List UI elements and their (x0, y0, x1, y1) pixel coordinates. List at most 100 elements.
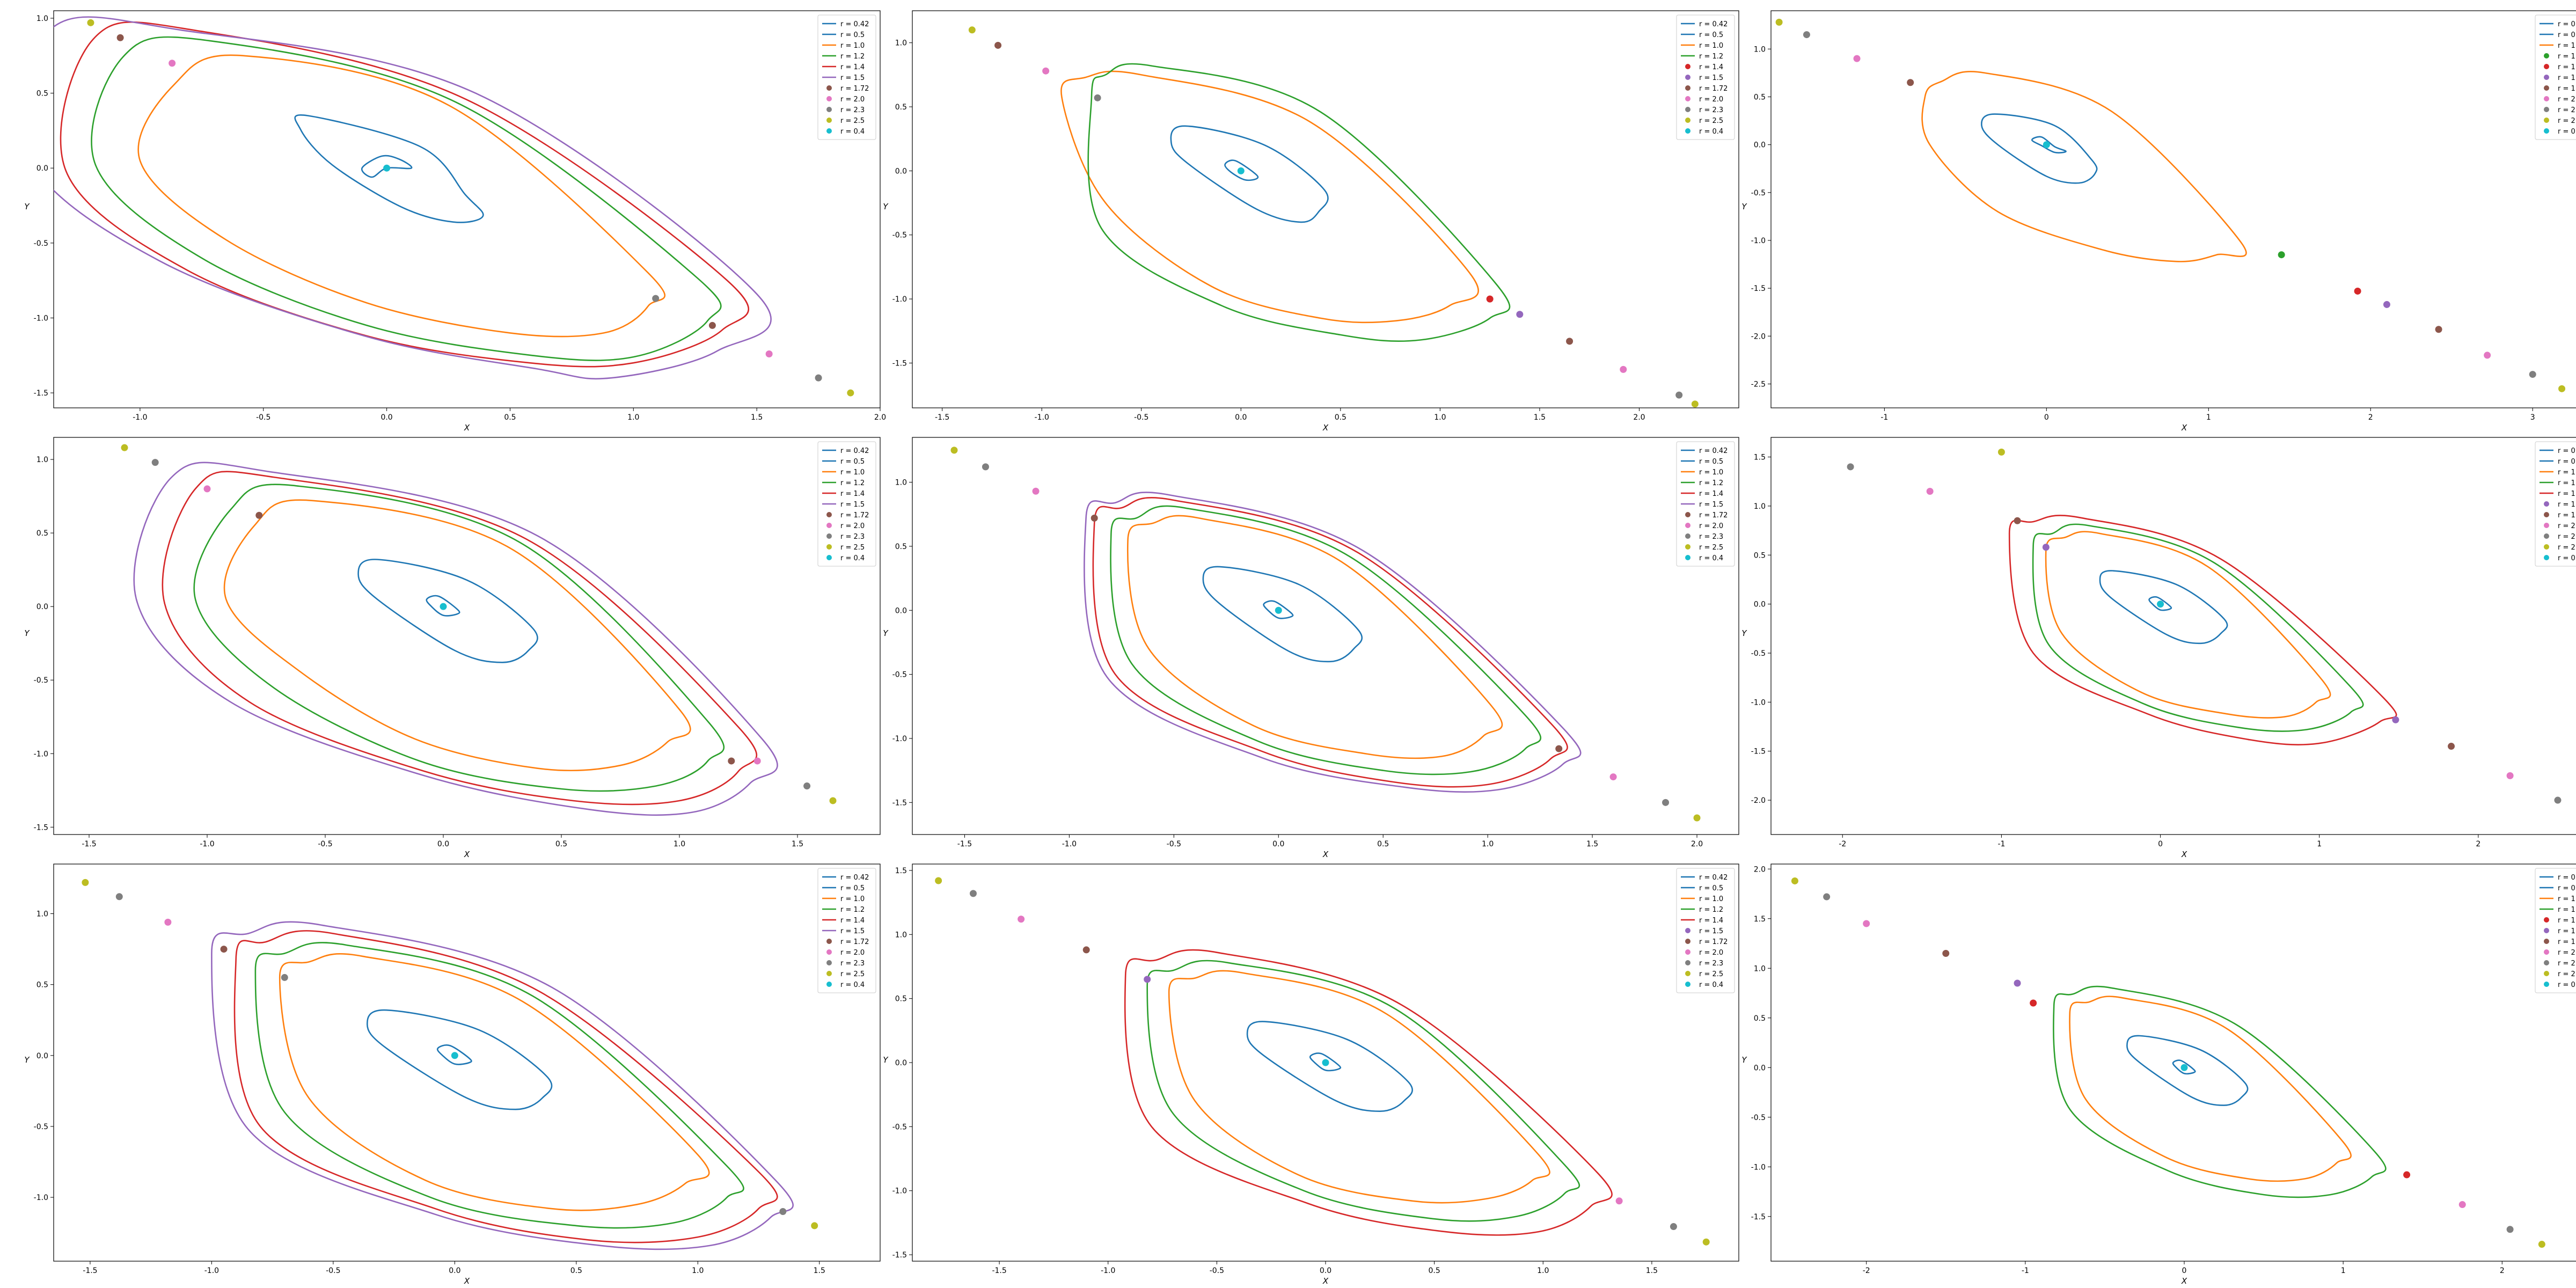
legend-dot-swatch (826, 555, 832, 560)
x-tick-label: 2 (2476, 840, 2480, 848)
x-tick-label: -0.5 (326, 1267, 340, 1275)
y-tick-label: -0.5 (892, 1123, 907, 1131)
legend-label: r = 0.4 (2558, 981, 2576, 989)
y-tick-label: 0.5 (895, 995, 907, 1004)
legend-label: r = 1.4 (840, 63, 865, 71)
axes-frame (1770, 10, 2576, 408)
equilibrium-point-2.3 (1094, 94, 1101, 101)
legend-label: r = 0.42 (840, 20, 869, 28)
x-tick-label: -1.0 (1062, 840, 1077, 848)
limit-cycle-1.2 (2032, 523, 2364, 732)
x-tick-label: -1.0 (1035, 413, 1049, 422)
equilibrium-point-2.5 (1775, 18, 1783, 26)
legend-dot-swatch (2544, 928, 2549, 933)
legend-label: r = 1.72 (1699, 511, 1728, 519)
x-tick-label: 0.5 (1377, 840, 1389, 848)
legend-label: r = 1.0 (2558, 895, 2576, 903)
legend-dot-swatch (2544, 107, 2549, 112)
limit-cycle-0.42 (426, 595, 460, 617)
legend-dot-swatch (2544, 533, 2549, 539)
equilibrium-point-1.5 (2042, 544, 2050, 551)
panel-8: -1.5 -1.0 -0.5 0.0 0.5 1.0 1.5 -1.5 -1.0 -0.5 0.0 0… (883, 863, 1739, 1286)
legend-label: r = 1.72 (2558, 85, 2576, 93)
x-tick-label: -1.5 (82, 840, 96, 848)
x-axis-label: X (2181, 850, 2187, 859)
y-tick-label: -0.5 (892, 231, 907, 240)
x-tick-label: 1.0 (674, 840, 685, 848)
equilibrium-point-2.3 (2506, 1226, 2514, 1233)
axes-frame (1770, 437, 2576, 835)
y-tick-label: -1.5 (892, 799, 907, 807)
limit-cycle-0.5 (1246, 1021, 1413, 1113)
legend-dot-swatch (826, 544, 832, 550)
legend-label: r = 0.5 (1699, 458, 1723, 466)
y-tick-label: 0.0 (895, 167, 907, 175)
legend-label: r = 1.5 (1699, 74, 1723, 82)
legend-label: r = 1.0 (1699, 42, 1723, 50)
legend-dot-swatch (2544, 555, 2549, 560)
axes-frame (912, 10, 1739, 408)
legend: r = 0.42 r = 0.5 r = 1.0 r = 1.2 r = 1.4 r = … (817, 441, 876, 567)
equilibrium-point-2.5 (1702, 1238, 1710, 1246)
y-tick-label: 0.0 (895, 606, 907, 615)
equilibrium-point-0.4 (440, 603, 447, 610)
y-tick-label: 0.5 (36, 90, 48, 98)
x-tick-label: 0.0 (380, 413, 392, 422)
legend-label: r = 0.42 (2558, 447, 2576, 455)
limit-cycle-0.42 (1263, 600, 1294, 619)
equilibrium-point-2.5 (847, 389, 854, 397)
plot-area (950, 447, 1701, 822)
x-tick-label: -2 (1839, 840, 1846, 848)
y-tick-label: 0.0 (36, 603, 48, 611)
legend-dot-swatch (826, 128, 832, 134)
y-axis-label: Y (1741, 1055, 1747, 1065)
equilibrium-point-2.3 (779, 1208, 787, 1215)
equilibrium-point-2.3 (1662, 799, 1670, 806)
legend-label: r = 1.5 (1699, 927, 1723, 935)
legend-label: r = 1.72 (840, 511, 869, 519)
y-tick-label: 1.5 (1754, 915, 1766, 924)
legend-label: r = 2.3 (840, 533, 865, 541)
x-tick-label: 2.0 (874, 413, 886, 422)
limit-cycle-0.5 (1202, 566, 1363, 663)
legend-dot-swatch (1685, 96, 1690, 101)
legend-label: r = 1.5 (2558, 927, 2576, 935)
equilibrium-point-2.0 (1609, 773, 1617, 781)
legend-dot-swatch (1685, 118, 1690, 123)
equilibrium-point-1.5 (2392, 716, 2399, 723)
limit-cycle-0.42 (2148, 596, 2172, 611)
legend-label: r = 1.5 (2558, 501, 2576, 509)
legend-label: r = 2.3 (1699, 533, 1723, 541)
limit-cycle-0.42 (1309, 1052, 1342, 1072)
y-axis-label: Y (24, 202, 30, 211)
legend-label: r = 1.0 (2558, 469, 2576, 477)
equilibrium-point-1.72 (1907, 79, 1914, 86)
equilibrium-point-1.72 (1091, 514, 1098, 522)
x-tick-label: -1.0 (1101, 1267, 1115, 1275)
equilibrium-point-2.5 (935, 877, 942, 884)
legend-dot-swatch (1685, 128, 1690, 134)
equilibrium-point-1.72 (708, 321, 716, 329)
legend-label: r = 2.3 (1699, 960, 1723, 968)
y-tick-label: 1.0 (1754, 502, 1766, 511)
equilibrium-point-2.3 (1847, 463, 1854, 471)
equilibrium-point-0.4 (1275, 606, 1282, 614)
limit-cycle-1.0 (2045, 531, 2331, 719)
limit-cycle-0.5 (294, 114, 484, 223)
limit-cycle-1.2 (1110, 505, 1542, 775)
legend-label: r = 0.4 (840, 981, 865, 989)
x-tick-label: -1.0 (204, 1267, 219, 1275)
x-axis-label: X (2181, 1276, 2187, 1286)
legend-label: r = 2.5 (840, 970, 865, 978)
legend-label: r = 1.5 (2558, 74, 2576, 82)
legend-label: r = 2.3 (2558, 533, 2576, 541)
legend: r = 0.42 r = 0.5 r = 1.0 r = 1.2 r = 1.4 r = … (817, 14, 876, 140)
legend-label: r = 2.5 (1699, 544, 1723, 552)
y-tick-label: 2.0 (1754, 865, 1766, 874)
legend-label: r = 1.0 (2558, 42, 2576, 50)
x-tick-label: -1 (1997, 840, 2005, 848)
y-tick-label: 1.5 (895, 867, 907, 875)
legend-label: r = 0.42 (2558, 874, 2576, 882)
equilibrium-point-1.4 (2030, 999, 2037, 1007)
limit-cycle-0.5 (2099, 570, 2228, 645)
